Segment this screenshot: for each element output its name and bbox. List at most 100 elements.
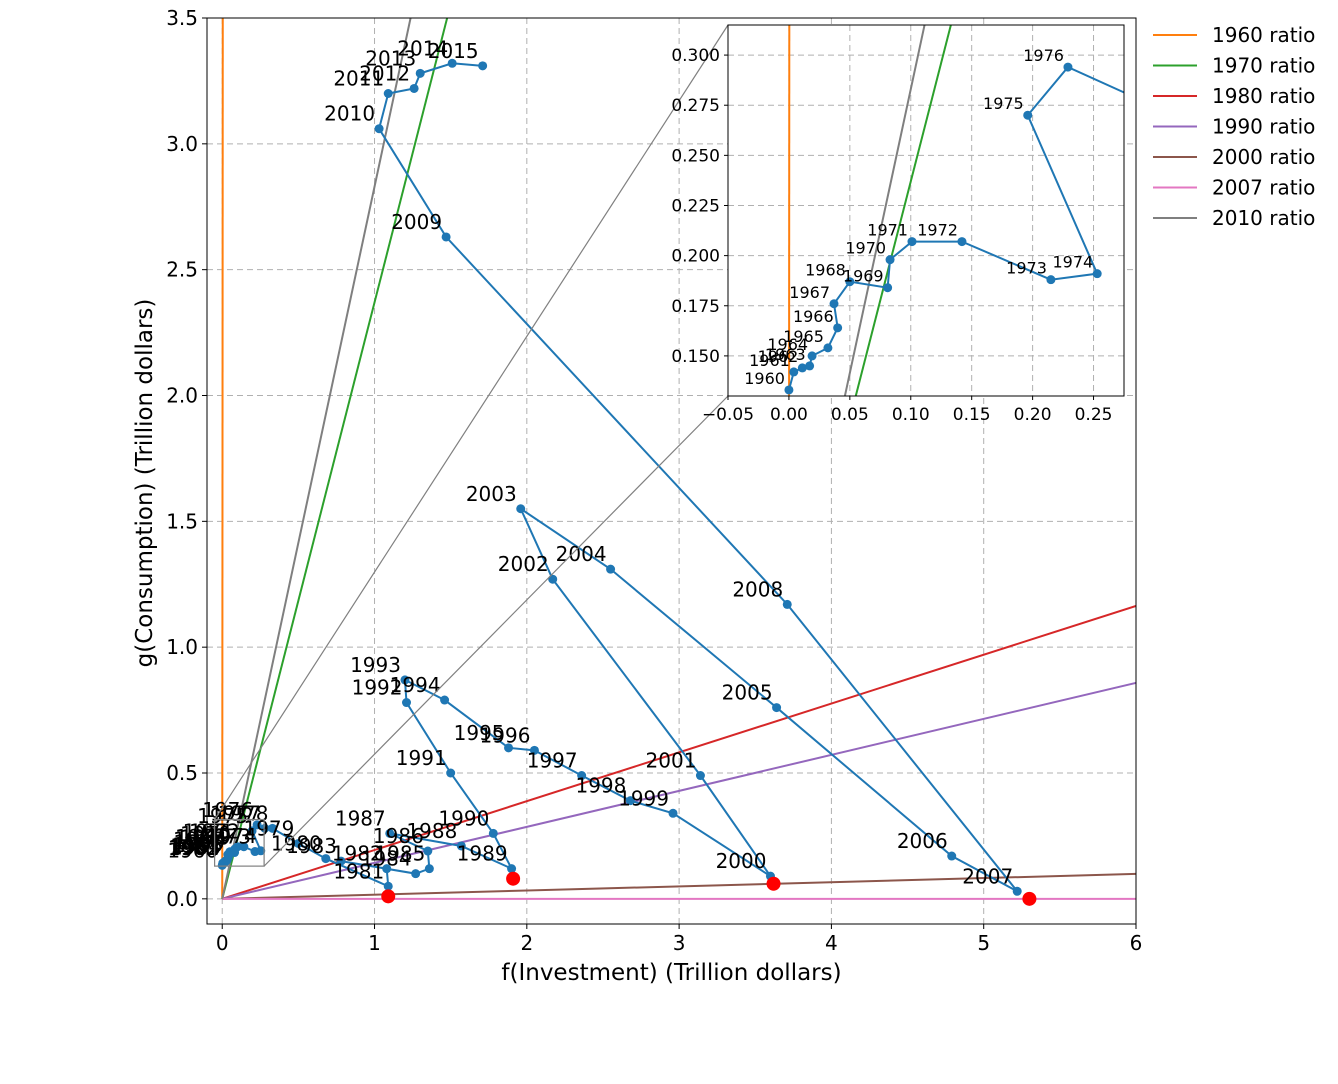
main-point-1988 — [456, 841, 466, 851]
main-point-1997 — [577, 771, 587, 781]
year-label-2005: 2005 — [722, 681, 773, 705]
inset-point-1973 — [1046, 275, 1056, 285]
legend: 1960 ratio 1970 ratio 1980 ratio 1990 ratio… — [1153, 23, 1315, 230]
zoom-connector-bottom — [263, 395, 729, 867]
highlight-point-1981 — [381, 889, 396, 904]
main-point-1981 — [383, 881, 393, 891]
main-ticks: 0 1 2 3 4 5 6 0.0 0.5 1.0 1.5 2.0 2.5 3.0 3.5 — [166, 6, 1142, 955]
inset-point-1960 — [784, 385, 794, 395]
year-label-2013: 2013 — [365, 46, 416, 70]
main-point-2007 — [1012, 886, 1022, 896]
legend-label-1960-ratio: 1960 ratio — [1212, 23, 1315, 47]
year-label-1990: 1990 — [438, 806, 489, 830]
y-tick-label-0-5: 0.5 — [166, 761, 198, 785]
year-label-1998: 1998 — [575, 774, 626, 798]
year-label-1979: 1979 — [243, 816, 294, 840]
main-point-2004 — [606, 564, 616, 574]
inset-year-label-1960: 1960 — [744, 369, 785, 388]
inset-point-1961 — [789, 367, 799, 377]
inset-year-label-1968: 1968 — [805, 261, 846, 280]
inset-year-label-1965: 1965 — [783, 327, 824, 346]
inset-connectors — [214, 24, 729, 867]
y-tick-label-1-0: 1.0 — [166, 635, 198, 659]
x-axis-label: f(Investment) (Trillion dollars) — [501, 960, 841, 986]
inset-year-label-1976: 1976 — [1023, 46, 1064, 65]
year-label-2015: 2015 — [428, 39, 479, 63]
main-point-1986 — [423, 846, 433, 856]
inset-x-tick-label-0-05: 0.05 — [831, 405, 869, 425]
inset-year-label-1966: 1966 — [793, 307, 834, 326]
main-point-1972 — [239, 842, 249, 852]
year-label-1988: 1988 — [406, 819, 457, 843]
inset-frame — [727, 24, 1125, 397]
main-point-1990 — [488, 828, 498, 838]
year-label-1966: 1966 — [173, 831, 224, 855]
main-point-1994 — [440, 695, 450, 705]
x-tick-label-5: 5 — [977, 931, 990, 955]
year-label-1983: 1983 — [286, 834, 337, 858]
main-point-1977 — [260, 823, 270, 833]
inset-plot-area — [728, 25, 1124, 396]
inset-point-1967 — [829, 299, 839, 309]
inset-year-label-1970: 1970 — [845, 239, 886, 258]
inset-x-tick-label-0-05: −0.05 — [702, 405, 754, 425]
year-label-1960: 1960 — [167, 838, 218, 862]
inset-x-tick-label-0-10: 0.10 — [892, 405, 930, 425]
main-point-2012 — [409, 83, 419, 93]
y-tick-label-2-5: 2.5 — [166, 258, 198, 282]
year-label-1973: 1973 — [200, 825, 251, 849]
inset-point-1974 — [1092, 269, 1102, 279]
year-label-1987: 1987 — [335, 806, 386, 830]
y-axis-label: g(Consumption) (Trillion dollars) — [132, 299, 158, 668]
highlight-point-1989 — [506, 871, 521, 886]
year-label-1981: 1981 — [333, 859, 384, 883]
inset-y-tick-label-0-275: 0.275 — [671, 96, 720, 116]
inset-point-1965 — [823, 343, 833, 353]
main-point-2008 — [782, 599, 792, 609]
inset-point-1972 — [957, 237, 967, 247]
main-point-1971 — [233, 842, 243, 852]
inset-point-1964 — [807, 351, 817, 361]
year-label-2006: 2006 — [897, 829, 948, 853]
ratio-line-2010-ratio — [221, 18, 412, 900]
inset-ticks: −0.05 0.00 0.05 0.10 0.15 0.20 0.25 0.150 0.175 0… — [671, 46, 1112, 425]
year-label-2000: 2000 — [716, 849, 767, 873]
legend-label-1970-ratio: 1970 ratio — [1212, 54, 1315, 78]
main-point-1984 — [411, 869, 421, 879]
inset-year-label-1971: 1971 — [867, 221, 908, 240]
inset-point-1963 — [805, 361, 815, 371]
year-label-1968: 1968 — [175, 825, 226, 849]
year-label-1989: 1989 — [457, 842, 508, 866]
inset-x-tick-label-0-00: 0.00 — [770, 405, 808, 425]
x-tick-label-2: 2 — [520, 931, 533, 955]
x-tick-label-6: 6 — [1130, 931, 1143, 955]
inset-point-1970 — [885, 255, 895, 265]
main-point-1975 — [247, 826, 257, 836]
inset-point-1976 — [1063, 62, 1073, 72]
x-tick-label-4: 4 — [825, 931, 838, 955]
year-label-1996: 1996 — [480, 723, 531, 747]
year-label-2009: 2009 — [391, 210, 442, 234]
legend-label-1990-ratio: 1990 ratio — [1212, 115, 1315, 139]
year-label-1978: 1978 — [218, 801, 269, 825]
y-tick-label-0-0: 0.0 — [166, 887, 198, 911]
main-point-2010 — [374, 124, 384, 134]
year-label-2008: 2008 — [732, 577, 783, 601]
main-point-1993 — [400, 675, 410, 685]
legend-label-2000-ratio: 2000 ratio — [1212, 145, 1315, 169]
inset-year-label-1967: 1967 — [789, 283, 830, 302]
inset-x-tick-label-0-25: 0.25 — [1075, 405, 1113, 425]
inset-point-1966 — [833, 323, 843, 333]
main-point-2013 — [415, 68, 425, 78]
year-label-1994: 1994 — [390, 673, 441, 697]
inset-year-label-1969: 1969 — [843, 267, 884, 286]
main-point-2002 — [548, 574, 558, 584]
year-label-1964: 1964 — [170, 834, 221, 858]
main-point-1998 — [625, 796, 635, 806]
main-point-2001 — [695, 771, 705, 781]
year-label-1984: 1984 — [361, 847, 412, 871]
year-label-1982: 1982 — [332, 842, 383, 866]
year-label-2012: 2012 — [359, 61, 410, 85]
